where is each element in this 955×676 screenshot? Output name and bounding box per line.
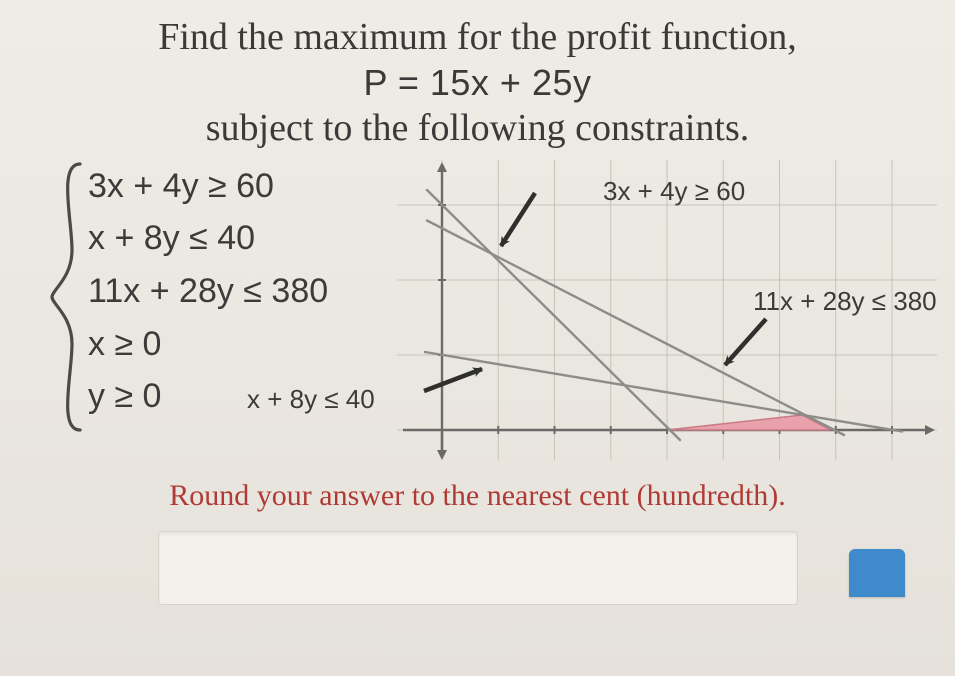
constraint-3: 11x + 28y ≤ 380: [88, 265, 397, 318]
page: Find the maximum for the profit function…: [0, 0, 955, 676]
mid-row: 3x + 4y ≥ 60 x + 8y ≤ 40 11x + 28y ≤ 380…: [18, 160, 937, 465]
answer-input[interactable]: [158, 531, 798, 605]
brace-icon: [48, 160, 88, 434]
title-line: Find the maximum for the profit function…: [18, 16, 937, 60]
answer-row: [18, 531, 937, 613]
callout-a: 3x + 4y ≥ 60: [603, 176, 745, 207]
callout-b: 11x + 28y ≤ 380: [753, 286, 937, 317]
constraint-2: x + 8y ≤ 40: [88, 212, 397, 265]
submit-button[interactable]: [849, 549, 905, 597]
graph-area: 3x + 4y ≥ 60 11x + 28y ≤ 380 x + 8y ≤ 40: [397, 160, 937, 465]
footer-instruction: Round your answer to the nearest cent (h…: [18, 479, 937, 513]
callout-c: x + 8y ≤ 40: [247, 384, 375, 415]
profit-equation: P = 15x + 25y: [18, 62, 937, 104]
subject-line: subject to the following constraints.: [18, 106, 937, 150]
constraint-1: 3x + 4y ≥ 60: [88, 160, 397, 213]
feasible-region: [667, 415, 831, 430]
constraints-block: 3x + 4y ≥ 60 x + 8y ≤ 40 11x + 28y ≤ 380…: [18, 160, 397, 465]
constraint-4: x ≥ 0: [88, 318, 397, 371]
